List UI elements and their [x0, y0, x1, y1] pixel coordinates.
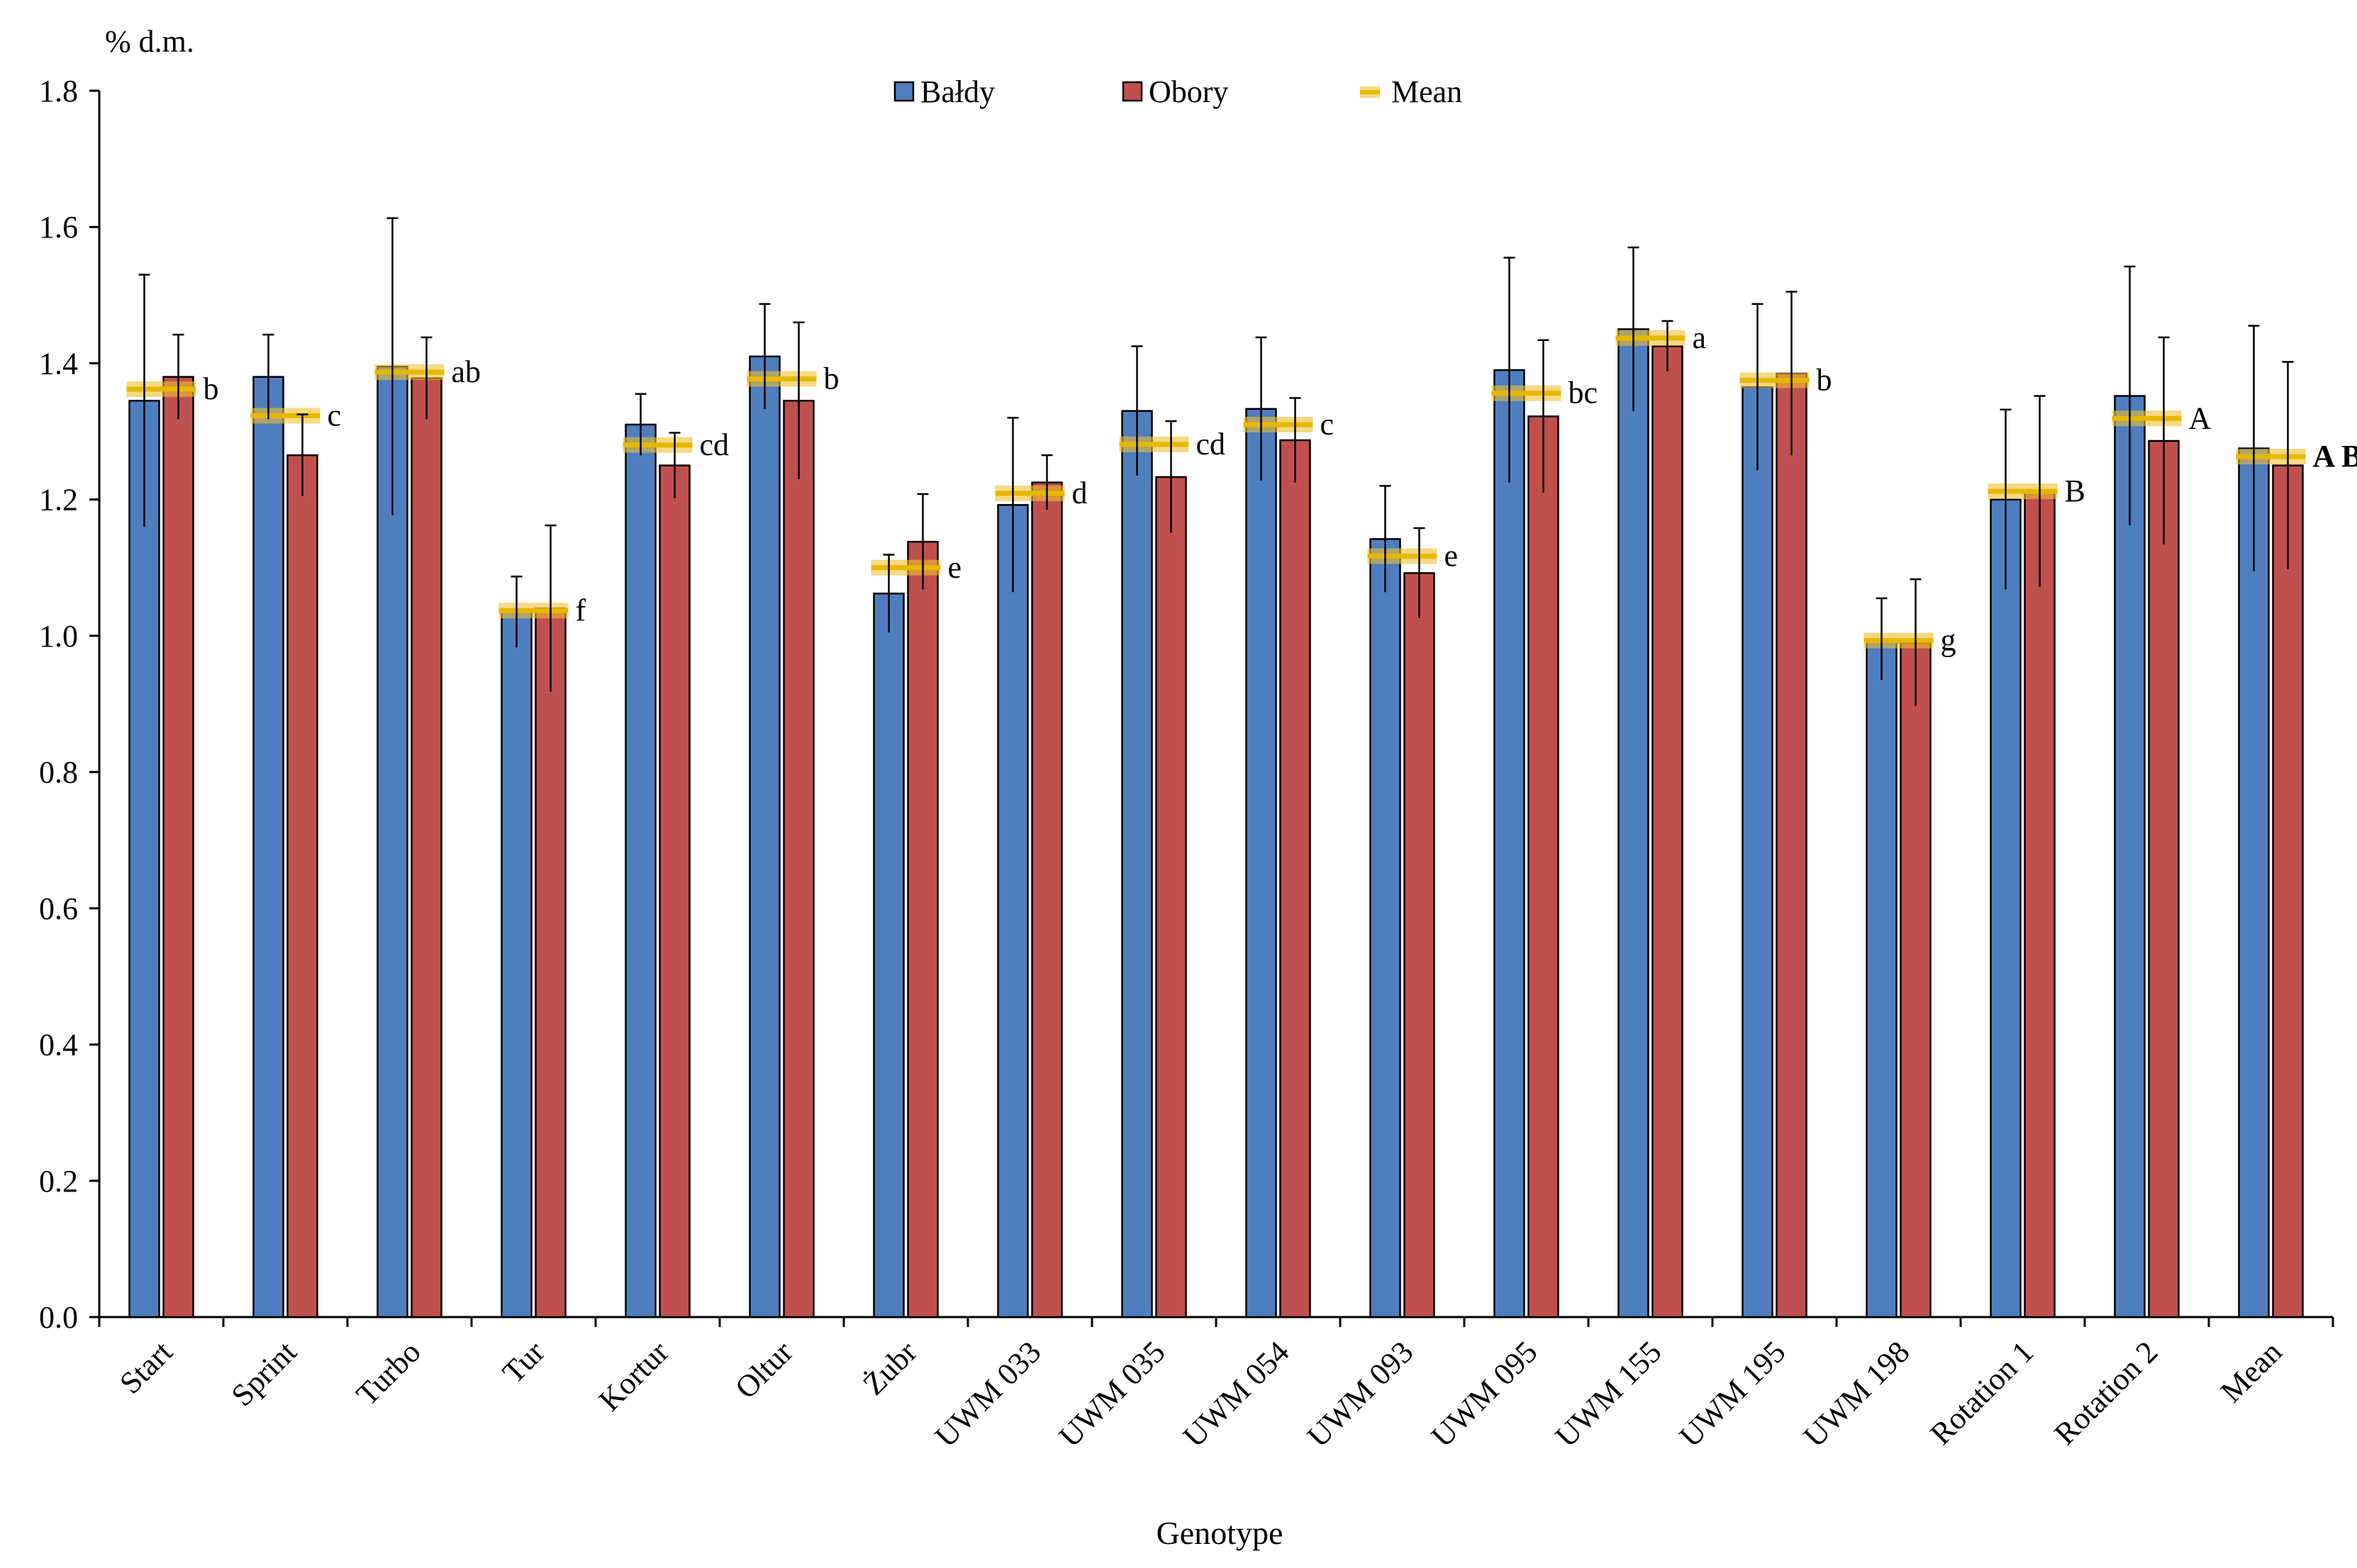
bar-baldy — [625, 423, 657, 1318]
legend-label-baldy: Bałdy — [920, 74, 995, 109]
bar-obory — [411, 377, 442, 1318]
bar-obory — [783, 400, 815, 1318]
mean-markers — [126, 330, 2306, 649]
significance-letter: g — [1941, 623, 1956, 658]
significance-letter: a — [1693, 320, 1707, 355]
bar-obory — [1776, 372, 1807, 1318]
bar-obory — [2272, 464, 2304, 1318]
bar-baldy — [1369, 538, 1401, 1318]
x-tick-label: UWM 198 — [1797, 1334, 1917, 1454]
significance-letter: c — [328, 398, 342, 432]
bar-baldy — [2238, 447, 2270, 1318]
y-tick-label: 0.0 — [39, 1300, 78, 1335]
significance-letter: cd — [700, 427, 730, 462]
y-tick-label: 1.2 — [39, 483, 78, 517]
x-tick-label: UWM 095 — [1425, 1334, 1544, 1454]
bar-obory — [535, 607, 567, 1318]
legend-swatch-obory — [1122, 81, 1143, 102]
bar-baldy — [873, 593, 905, 1318]
bar-baldy — [1245, 408, 1277, 1318]
significance-letter: f — [576, 593, 586, 627]
x-tick-label: UWM 195 — [1673, 1334, 1793, 1454]
legend-swatch-baldy — [893, 81, 915, 102]
x-tick-labels: Start Sprint Turbo Tur Kortur Oltur Żubr UWM 03… — [113, 1334, 2288, 1454]
bar-obory — [1279, 439, 1311, 1318]
y-tick-label: 0.2 — [39, 1164, 78, 1199]
x-tick-label: UWM 054 — [1176, 1334, 1296, 1454]
legend: Bałdy Obory Mean — [893, 74, 1462, 109]
axes: 0.0 0.2 0.4 0.6 0.8 1.0 1.2 1.4 1.6 1.8 — [39, 74, 2334, 1335]
significance-letter: A B — [2313, 439, 2357, 474]
bar-baldy — [128, 400, 160, 1318]
significance-letter: A — [2189, 401, 2212, 435]
x-tick-label: UWM 093 — [1300, 1334, 1420, 1454]
significance-letter: b — [204, 371, 219, 406]
legend-label-obory: Obory — [1149, 74, 1228, 109]
y-tick-label: 1.0 — [39, 619, 78, 654]
x-tick-label: Start — [113, 1334, 179, 1400]
bar-baldy — [1742, 386, 1773, 1318]
significance-letter: e — [948, 550, 962, 585]
x-axis-label: Genotype — [1157, 1515, 1283, 1551]
significance-letter: B — [2065, 474, 2085, 508]
y-tick-label: 0.4 — [39, 1028, 78, 1063]
y-tick-label: 0.8 — [39, 755, 78, 790]
bar-obory — [162, 376, 194, 1318]
bar-obory — [1900, 642, 1932, 1318]
bar-baldy — [1990, 498, 2022, 1318]
x-tick-label: Turbo — [350, 1334, 428, 1412]
bar-obory — [659, 464, 691, 1318]
x-tick-label: UWM 035 — [1052, 1334, 1172, 1454]
bar-baldy — [2114, 395, 2146, 1318]
x-tick-label: Tur — [496, 1334, 552, 1390]
x-tick-label: Rotation 2 — [2047, 1334, 2164, 1451]
y-tick-label: 1.6 — [39, 210, 78, 245]
x-tick-label: Żubr — [856, 1334, 923, 1401]
bar-baldy — [1121, 410, 1153, 1318]
bars — [128, 328, 2304, 1318]
x-tick-label: UWM 033 — [928, 1334, 1048, 1454]
bar-baldy — [749, 355, 781, 1318]
significance-letter: c — [1320, 407, 1334, 442]
y-tick-label: 1.8 — [39, 74, 78, 108]
bar-baldy — [501, 611, 533, 1318]
error-bars — [138, 217, 2294, 706]
bar-baldy — [1866, 638, 1898, 1318]
y-tick-label: 1.4 — [39, 346, 78, 381]
significance-letter: cd — [1196, 427, 1226, 461]
y-tick-label: 0.6 — [39, 891, 78, 926]
x-tick-label: Oltur — [728, 1334, 800, 1406]
legend-label-mean: Mean — [1391, 74, 1462, 109]
y-axis-label: % d.m. — [105, 24, 194, 59]
bar-baldy — [1493, 369, 1525, 1318]
significance-letter: b — [1817, 362, 1832, 397]
bar-obory — [286, 454, 318, 1318]
x-tick-label: Rotation 1 — [1923, 1334, 2040, 1451]
x-tick-label: UWM 155 — [1549, 1334, 1668, 1454]
bar-baldy — [997, 504, 1029, 1318]
bar-baldy — [252, 376, 284, 1318]
significance-letter: ab — [452, 354, 481, 389]
bar-obory — [1651, 345, 1683, 1318]
bar-obory — [1403, 572, 1435, 1318]
x-tick-label: Kortur — [592, 1334, 676, 1418]
significance-letter: bc — [1568, 376, 1598, 410]
significance-letter: b — [824, 362, 840, 396]
bar-obory — [1527, 415, 1559, 1318]
bar-baldy — [1617, 328, 1649, 1318]
x-tick-label: Mean — [2214, 1334, 2288, 1409]
bar-obory — [2148, 439, 2180, 1318]
x-tick-label: Sprint — [225, 1334, 303, 1413]
significance-letter: e — [1444, 538, 1459, 573]
bar-obory — [1155, 476, 1187, 1318]
bar-obory — [907, 541, 939, 1318]
significance-letter: d — [1072, 476, 1088, 510]
bar-obory — [1031, 481, 1063, 1318]
bar-obory — [2024, 490, 2056, 1318]
